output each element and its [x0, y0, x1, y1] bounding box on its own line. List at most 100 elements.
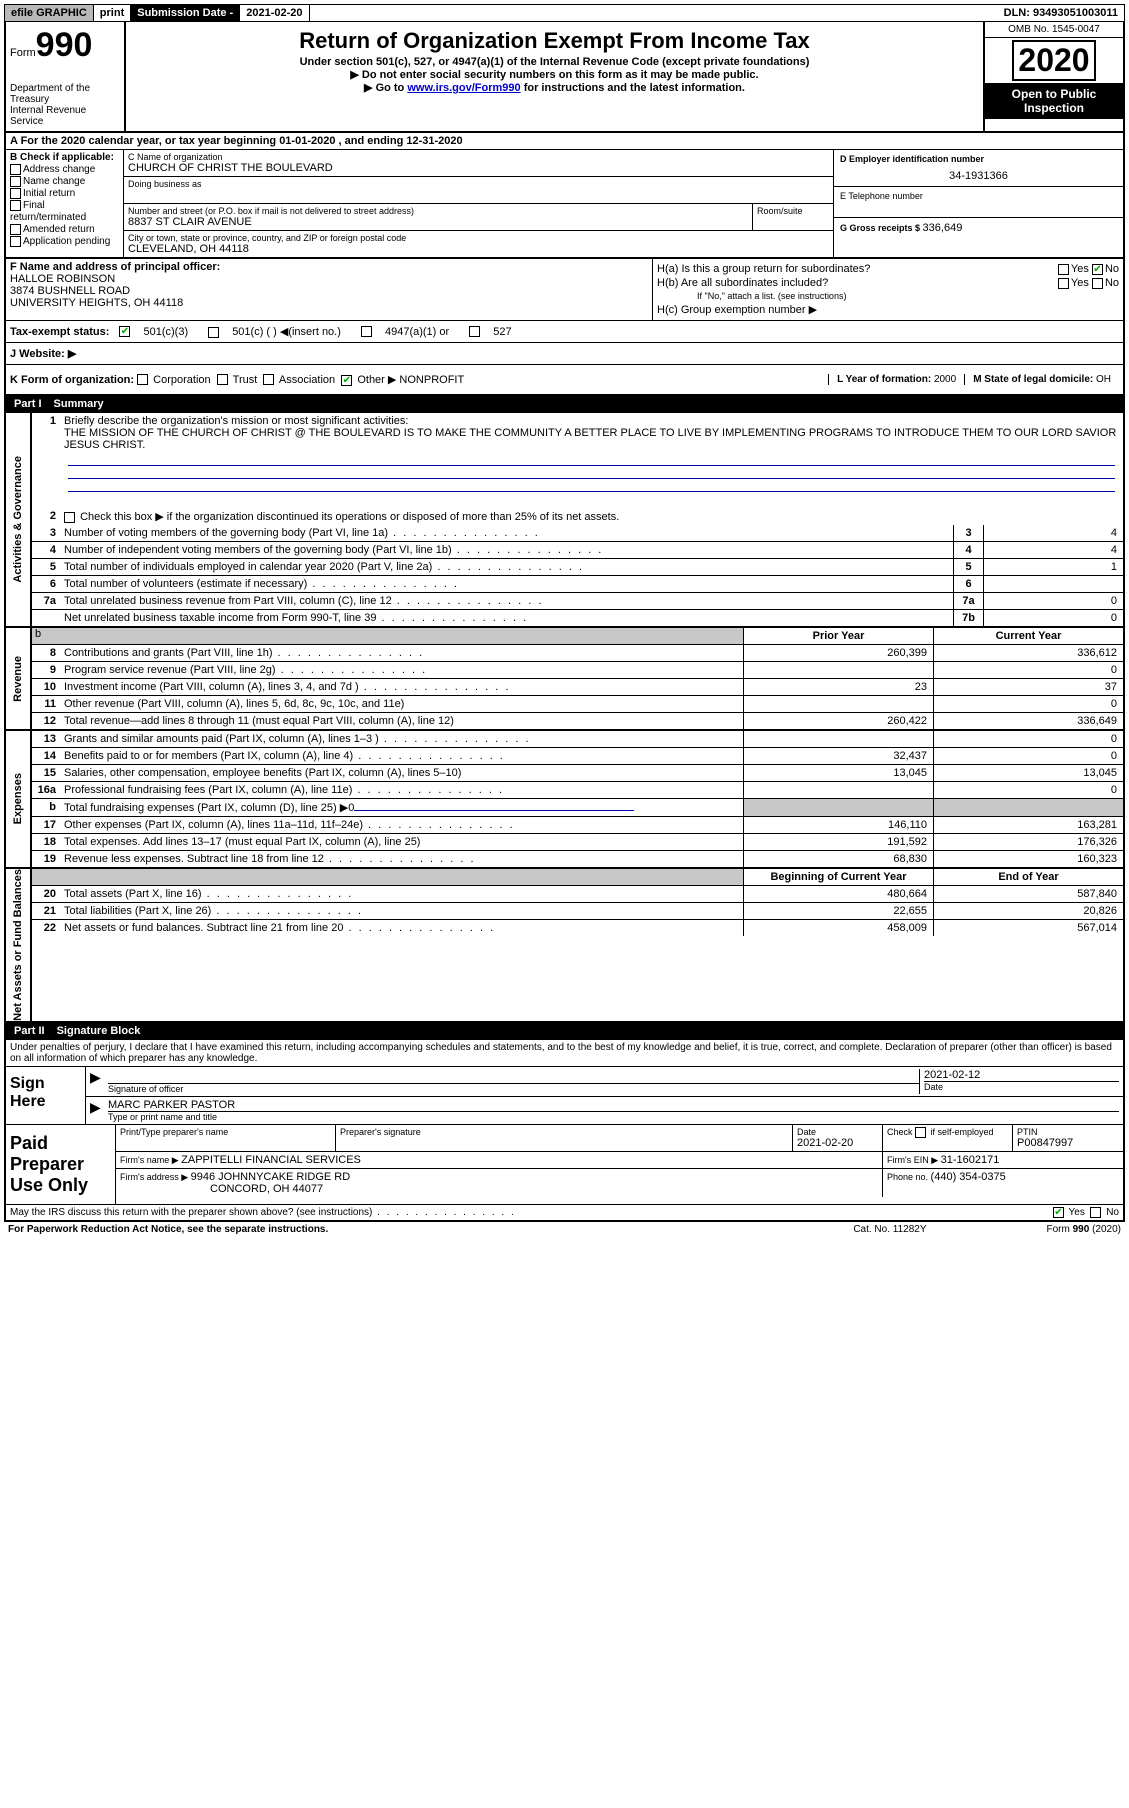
firm-phone-label: Phone no.: [887, 1172, 931, 1182]
sign-here-block: Sign Here ▶ Signature of officer 2021-02…: [6, 1066, 1123, 1124]
check-final-return[interactable]: Final return/terminated: [10, 200, 119, 222]
check-501c[interactable]: [208, 327, 219, 338]
officer-addr1: 3874 BUSHNELL ROAD: [10, 285, 648, 297]
check-corporation[interactable]: [137, 374, 148, 385]
form-id-box: Form990 Department of the Treasury Inter…: [6, 22, 126, 131]
top-bar: efile GRAPHIC print Submission Date - 20…: [4, 4, 1125, 22]
hb-no[interactable]: No: [1105, 277, 1119, 289]
line16b-text: Total fundraising expenses (Part IX, col…: [60, 799, 743, 816]
check-discontinued[interactable]: [64, 512, 75, 523]
print-button[interactable]: print: [94, 5, 131, 21]
hc-label: H(c) Group exemption number ▶: [657, 303, 817, 316]
line21-text: Total liabilities (Part X, line 26): [60, 903, 743, 919]
q7a-text: Total unrelated business revenue from Pa…: [60, 593, 953, 609]
q7b-val: 0: [983, 610, 1123, 626]
form990-link[interactable]: www.irs.gov/Form990: [407, 82, 520, 94]
check-501c3[interactable]: [119, 326, 130, 337]
dept-label: Department of the Treasury: [10, 83, 120, 105]
line9-current: 0: [933, 662, 1123, 678]
opt-501c: 501(c) ( ) ◀(insert no.): [232, 326, 341, 338]
discuss-no[interactable]: [1090, 1207, 1101, 1218]
current-year-hdr: Current Year: [933, 628, 1123, 644]
check-initial-return[interactable]: Initial return: [10, 188, 119, 199]
part1-header: Part I Summary: [6, 396, 1123, 413]
end-year-hdr: End of Year: [933, 869, 1123, 885]
line16b-current: [933, 799, 1123, 816]
form-title: Return of Organization Exempt From Incom…: [134, 28, 975, 54]
officer-label: F Name and address of principal officer:: [10, 261, 648, 273]
discuss-row: May the IRS discuss this return with the…: [6, 1204, 1123, 1220]
firm-addr1: 9946 JOHNNYCAKE RIDGE RD: [191, 1171, 351, 1183]
line11-prior: [743, 696, 933, 712]
firm-ein-label: Firm's EIN ▶: [887, 1155, 941, 1165]
check-527[interactable]: [469, 326, 480, 337]
col-c-org: C Name of organization CHURCH OF CHRIST …: [124, 150, 833, 257]
dln-value: DLN: 93493051003011: [998, 5, 1124, 21]
part1-label: Part I: [14, 398, 42, 410]
line8-text: Contributions and grants (Part VIII, lin…: [60, 645, 743, 661]
q2-label: Check this box ▶ if the organization dis…: [80, 511, 619, 523]
hb-yes[interactable]: Yes: [1071, 277, 1089, 289]
check-association[interactable]: [263, 374, 274, 385]
section-expenses: Expenses 13Grants and similar amounts pa…: [6, 731, 1123, 869]
hb-label: H(b) Are all subordinates included?: [657, 277, 828, 289]
sig-date: 2021-02-12: [924, 1069, 1119, 1081]
submission-date-value: 2021-02-20: [240, 5, 309, 21]
city-label: City or town, state or province, country…: [128, 233, 829, 243]
check-4947[interactable]: [361, 326, 372, 337]
form-org-label: K Form of organization:: [10, 374, 134, 386]
line14-current: 0: [933, 748, 1123, 764]
line21-end: 20,826: [933, 903, 1123, 919]
firm-name-label: Firm's name ▶: [120, 1155, 181, 1165]
website-label: J Website: ▶: [10, 347, 76, 360]
discuss-yes[interactable]: [1053, 1207, 1064, 1218]
ha-yes[interactable]: Yes: [1071, 263, 1089, 275]
check-self-employed[interactable]: [915, 1127, 926, 1138]
form-subtitle-1: Under section 501(c), 527, or 4947(a)(1)…: [134, 56, 975, 68]
line16a-current: 0: [933, 782, 1123, 798]
part1-title: Summary: [54, 398, 104, 410]
firm-addr2: CONCORD, OH 44077: [210, 1183, 323, 1195]
check-other[interactable]: [341, 375, 352, 386]
officer-addr2: UNIVERSITY HEIGHTS, OH 44118: [10, 297, 648, 309]
ha-no[interactable]: No: [1105, 263, 1119, 275]
part2-header: Part II Signature Block: [6, 1023, 1123, 1040]
firm-phone: (440) 354-0375: [931, 1171, 1006, 1183]
paid-preparer-label: Paid Preparer Use Only: [6, 1125, 116, 1204]
year-formation: 2000: [934, 374, 956, 385]
check-address-change[interactable]: Address change: [10, 164, 119, 175]
ein-value: 34-1931366: [840, 170, 1117, 182]
line17-text: Other expenses (Part IX, column (A), lin…: [60, 817, 743, 833]
side-tab-revenue: Revenue: [6, 628, 32, 729]
mission-text: THE MISSION OF THE CHURCH OF CHRIST @ TH…: [64, 427, 1119, 451]
paid-preparer-block: Paid Preparer Use Only Print/Type prepar…: [6, 1124, 1123, 1204]
ptin-label: PTIN: [1017, 1127, 1119, 1137]
line18-current: 176,326: [933, 834, 1123, 850]
domicile-label: M State of legal domicile:: [973, 374, 1096, 385]
check-application-pending[interactable]: Application pending: [10, 236, 119, 247]
gross-receipts-label: G Gross receipts $: [840, 223, 923, 233]
irs-label: Internal Revenue Service: [10, 105, 120, 127]
line22-end: 567,014: [933, 920, 1123, 936]
line12-text: Total revenue—add lines 8 through 11 (mu…: [60, 713, 743, 729]
efile-button[interactable]: efile GRAPHIC: [5, 5, 94, 21]
line9-prior: [743, 662, 933, 678]
form-word: Form: [10, 47, 36, 59]
tax-year: 2020: [1012, 40, 1095, 81]
page-footer: For Paperwork Reduction Act Notice, see …: [4, 1222, 1125, 1237]
opt-501c3: 501(c)(3): [144, 326, 189, 338]
check-trust[interactable]: [217, 374, 228, 385]
typed-name-label: Type or print name and title: [108, 1111, 1119, 1122]
line20-text: Total assets (Part X, line 16): [60, 886, 743, 902]
check-amended-return[interactable]: Amended return: [10, 224, 119, 235]
side-tab-governance: Activities & Governance: [6, 413, 32, 626]
check-name-change[interactable]: Name change: [10, 176, 119, 187]
other-value: NONPROFIT: [399, 374, 464, 386]
line9-text: Program service revenue (Part VIII, line…: [60, 662, 743, 678]
form-frame: Form990 Department of the Treasury Inter…: [4, 22, 1125, 1222]
block-b-to-g: B Check if applicable: Address change Na…: [6, 150, 1123, 259]
street-address: 8837 ST CLAIR AVENUE: [128, 216, 748, 228]
q4-text: Number of independent voting members of …: [60, 542, 953, 558]
ptin-value: P00847997: [1017, 1137, 1119, 1149]
opt-527: 527: [493, 326, 511, 338]
